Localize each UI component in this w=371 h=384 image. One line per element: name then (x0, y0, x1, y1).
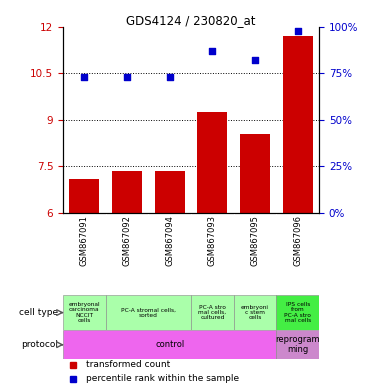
Text: cell type: cell type (19, 308, 58, 317)
Text: GSM867095: GSM867095 (250, 215, 260, 266)
Bar (106, 295, 191, 330)
Bar (69, 179, 99, 213)
Bar (276, 295, 319, 330)
Text: PC-A stro
mal cells,
cultured: PC-A stro mal cells, cultured (198, 305, 226, 321)
Text: control: control (155, 340, 184, 349)
Text: IPS cells
from
PC-A stro
mal cells: IPS cells from PC-A stro mal cells (284, 302, 311, 323)
Text: reprogram
ming: reprogram ming (275, 335, 320, 354)
Point (209, 48, 215, 54)
Bar (63, 330, 276, 359)
Bar (240, 134, 270, 213)
Bar (197, 112, 227, 213)
Bar (155, 171, 185, 213)
Point (252, 57, 258, 63)
Text: GSM867092: GSM867092 (122, 215, 132, 266)
Text: protocol: protocol (21, 340, 58, 349)
Text: transformed count: transformed count (86, 360, 170, 369)
Title: GDS4124 / 230820_at: GDS4124 / 230820_at (126, 14, 256, 27)
Text: GSM867094: GSM867094 (165, 215, 174, 266)
Bar (276, 330, 319, 359)
Bar (283, 36, 313, 213)
Point (167, 74, 173, 80)
Bar (112, 171, 142, 213)
Text: embryoni
c stem
cells: embryoni c stem cells (241, 305, 269, 321)
Bar (63, 295, 106, 330)
Bar (191, 295, 234, 330)
Point (295, 28, 301, 34)
Text: PC-A stromal cells,
sorted: PC-A stromal cells, sorted (121, 307, 176, 318)
Point (124, 74, 130, 80)
Text: GSM867091: GSM867091 (80, 215, 89, 266)
Text: GSM867096: GSM867096 (293, 215, 302, 266)
Text: percentile rank within the sample: percentile rank within the sample (86, 374, 239, 383)
Bar (234, 295, 276, 330)
Text: embryonal
carcinoma
NCCIT
cells: embryonal carcinoma NCCIT cells (69, 302, 100, 323)
Point (82, 74, 88, 80)
Text: GSM867093: GSM867093 (208, 215, 217, 266)
